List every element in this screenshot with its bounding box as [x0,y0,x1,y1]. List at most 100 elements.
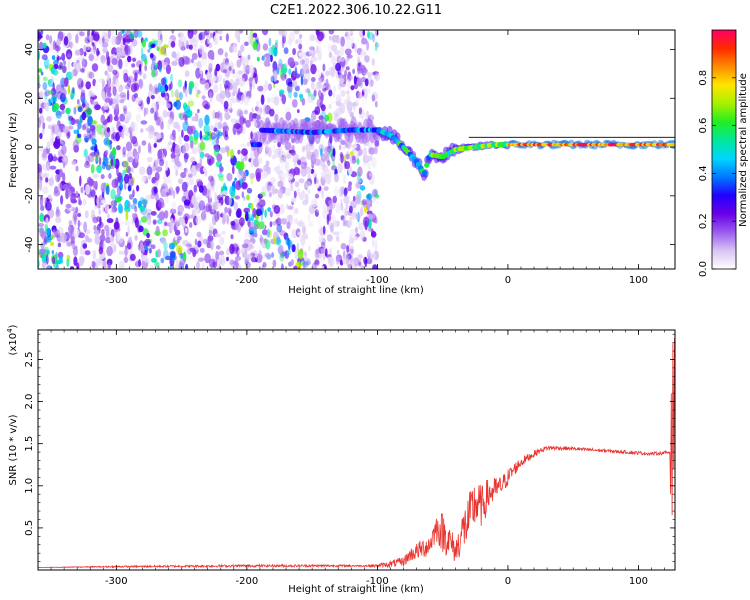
spectrogram-cell [44,91,48,101]
spectrogram-cell [348,30,355,34]
spectrogram-cell [316,98,322,109]
spectrogram-cell [239,115,245,126]
spectrogram-cell [171,60,178,66]
spectrogram-cell [38,99,44,111]
spectrogram-cell [118,250,125,255]
spectrogram-cell [300,47,304,59]
spectrogram-cell [223,100,229,110]
spectrogram-cell [91,63,99,72]
spectrogram-cell [298,34,303,39]
spectrogram-cell [68,125,74,130]
spectrogram-cell [185,86,188,98]
spectrogram-cell [45,201,52,211]
spectrogram-cell [203,136,210,141]
spectrogram-cell [148,247,152,254]
spectrogram-cell [130,253,136,261]
spectrogram-cell [213,144,220,151]
spectrogram-cell [88,153,95,163]
spectrogram-cell [74,248,78,256]
spectrogram-cell [130,167,134,173]
ridge-mark [422,170,428,176]
spectrogram-cell [329,35,332,41]
snr-ylabel: SNR (10 * v/v) [8,414,19,485]
spectrogram-cell [267,147,272,157]
spectrogram-cell [61,52,66,62]
spectrogram-cell [207,37,210,45]
spectrogram-cell [134,152,139,164]
colorbar-tick-label: 0.8 [698,70,709,86]
spectrogram-cell [229,243,235,255]
spectrogram-cell [199,247,205,253]
spectrogram-cell [165,64,171,75]
spectrogram-cell [372,238,375,248]
spectrogram-cell [85,102,90,113]
spectrogram-cell [322,203,328,213]
spectrogram-cell [259,191,266,198]
spectrogram-cell [269,54,273,63]
spectrogram-cell [284,73,287,80]
spectrogram-cell [370,79,374,87]
spectrogram-cell [257,245,261,252]
spectrogram-cell [152,163,156,172]
spectrogram-cell [374,100,378,108]
spectrogram-cell [285,107,290,113]
spectrogram-cell [72,212,78,224]
spectrogram-cell [177,178,184,185]
spectrogram-cell [308,51,312,57]
spectrogram-cell [146,96,151,105]
spectrogram-cell [196,261,200,269]
spectrogram-cell [170,89,174,98]
spectrogram-cell [272,259,277,268]
spectrogram-cell [267,96,271,104]
spectrogram-cell [286,203,289,210]
spectrogram-cell [286,214,293,222]
spectrogram-cell [332,92,336,98]
spectrogram-cell [374,42,380,48]
spectrogram-cell [287,57,295,67]
spectrogram-cell [279,252,285,262]
spectrogram-cell [110,158,114,167]
spectrogram-cell [262,43,269,51]
spectrogram-cell [362,200,367,208]
spectrogram-cell [136,105,144,113]
spectrogram-cell [344,207,348,216]
spectrogram-cell [314,259,320,266]
spectrogram-cell [128,194,134,200]
spectrogram-cell [112,69,118,76]
spectrogram-cell [259,107,263,113]
spectrogram-cell [129,131,133,141]
spectrogram-cell [140,47,144,58]
spectrogram-cell [290,181,293,192]
spectrogram-cell [130,136,138,145]
spectrogram-cell [124,205,131,213]
spectrogram-cell [156,218,163,225]
spectrogram-cell [337,162,343,174]
spectrogram-cell [282,155,287,163]
y-tick-label: 20 [24,92,35,105]
spectrogram-cell [144,37,148,42]
spectrogram-cell [286,153,292,160]
spectrogram-cell [264,252,271,258]
spectrogram-cell [62,183,70,191]
spectrogram-cell [157,265,160,269]
spectrogram-cell [167,175,172,185]
spectrogram-cell [243,207,250,213]
spectrogram-cell [269,108,275,117]
spectrogram-cell [230,97,237,104]
spectrogram-cell [349,248,354,254]
spectrogram-cell [305,57,310,65]
spectrogram-cell [86,128,91,134]
spectrogram-cell [239,217,245,227]
spectrogram-cell [290,149,296,156]
y-tick-label: -40 [24,236,35,252]
spectrogram-cell [270,45,278,57]
spectrogram-cell [201,95,206,100]
spectrogram-cell [360,200,363,206]
spectrogram-cell [218,163,223,174]
spectrogram-cell [204,253,211,264]
spectrogram-cell [127,242,132,250]
spectrogram-cell [356,72,360,78]
spectrogram-cell [274,113,279,123]
spectrogram-cell [285,161,290,172]
spectrogram-cell [362,162,370,167]
